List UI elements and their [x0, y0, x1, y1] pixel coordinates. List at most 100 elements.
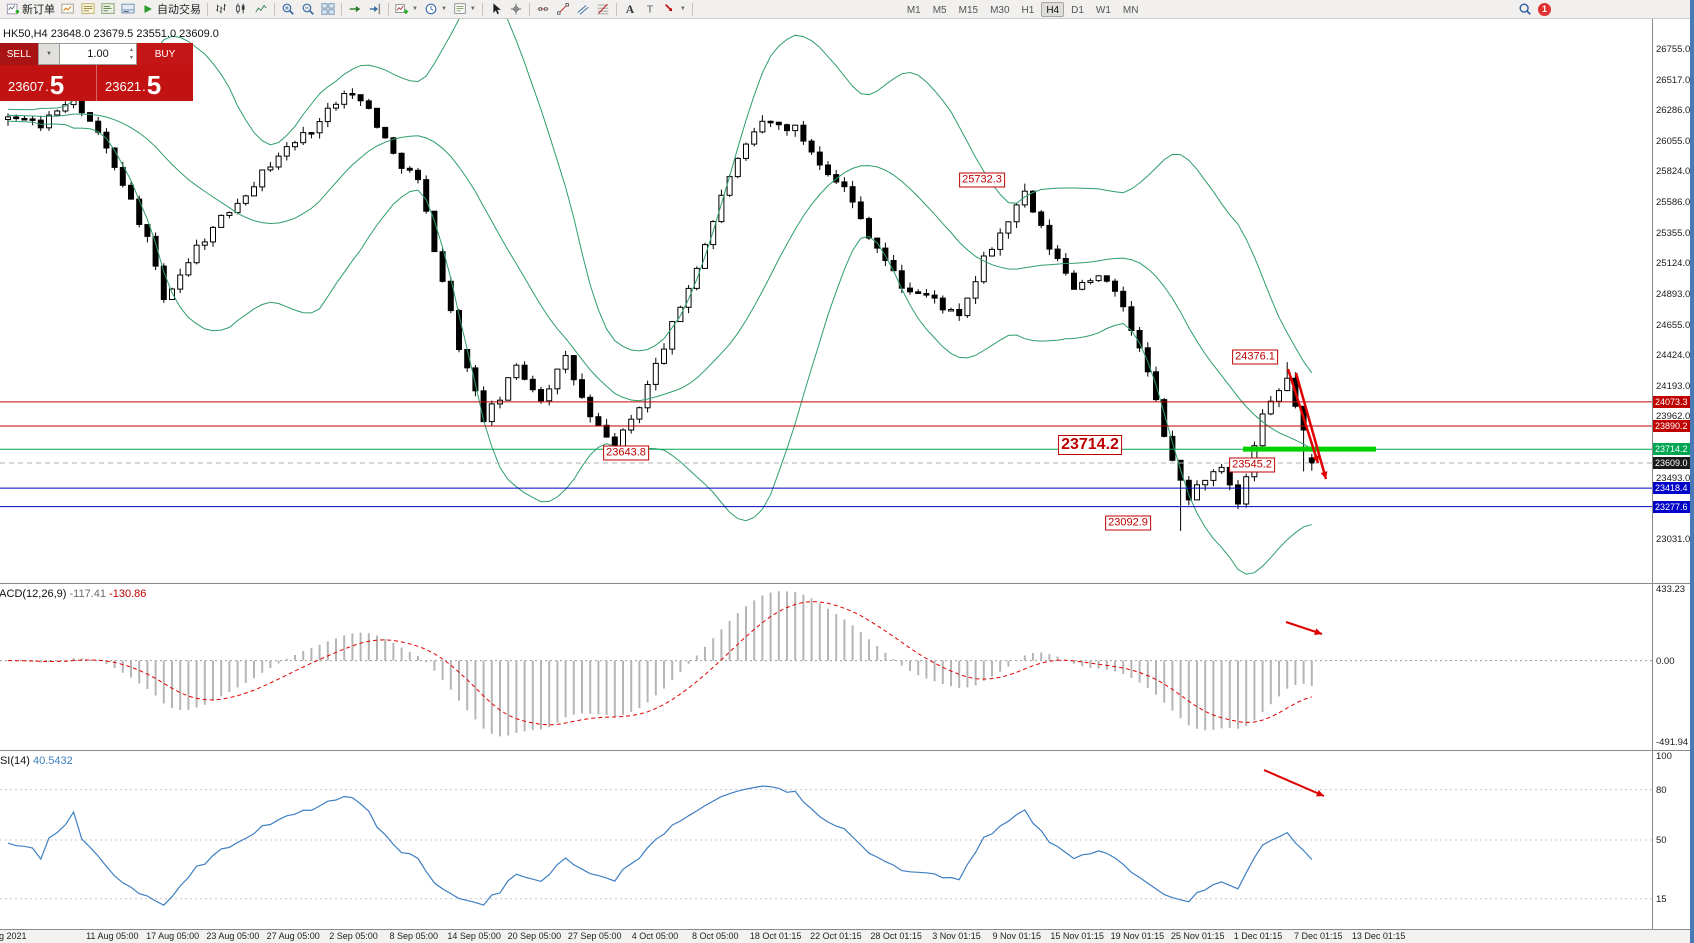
- timeframe-h1[interactable]: H1: [1021, 4, 1035, 16]
- buy-price-display[interactable]: 23621. 5: [96, 65, 193, 101]
- macd-chart[interactable]: [0, 584, 1652, 750]
- price-axis-label: 25355.0: [1656, 227, 1691, 239]
- price-axis-label: 26517.0: [1656, 74, 1691, 86]
- panel-separator[interactable]: [0, 583, 1694, 584]
- main-chart-panel[interactable]: 25732.3 24376.1 23714.2 23643.8 23545.2 23092…: [0, 19, 1652, 583]
- timeframe-d1[interactable]: D1: [1071, 4, 1084, 16]
- auto-trading-button[interactable]: 自动交易: [138, 1, 204, 18]
- price-label-23714.2[interactable]: 23714.2: [1058, 435, 1122, 455]
- bollinger-upper: [7, 19, 1313, 374]
- price-label-23092.9[interactable]: 23092.9: [1105, 515, 1151, 531]
- toolbar-separator: [691, 2, 693, 16]
- macd-main-value: -117.41: [69, 588, 106, 600]
- new-order-button[interactable]: 新订单: [3, 1, 58, 18]
- channel-icon: [576, 2, 590, 16]
- caret-down-icon: ▼: [679, 6, 686, 12]
- search-icon[interactable]: [1518, 2, 1532, 16]
- volume-stepper[interactable]: ▲ ▼: [129, 46, 134, 62]
- template-icon: [453, 2, 467, 16]
- time-label: Aug 2021: [0, 931, 27, 941]
- timeframe-m15[interactable]: M15: [958, 4, 979, 16]
- horizontal-line-button[interactable]: [533, 1, 553, 18]
- timeframe-m1[interactable]: M1: [906, 4, 921, 16]
- line-chart-button[interactable]: [251, 1, 271, 18]
- channel-button[interactable]: [573, 1, 593, 18]
- text-button[interactable]: A: [620, 1, 640, 18]
- candle-chart-button[interactable]: [231, 1, 251, 18]
- crosshair-button[interactable]: [506, 1, 526, 18]
- rsi-axis-label: 100: [1656, 751, 1672, 762]
- zoom-in-button[interactable]: [278, 1, 298, 18]
- time-label: 1 Dec 01:15: [1233, 931, 1283, 941]
- stepper-up-icon[interactable]: ▲: [129, 47, 134, 53]
- template-button[interactable]: ▼: [450, 1, 479, 18]
- rsi-line: [7, 785, 1313, 906]
- macd-panel[interactable]: MACD(12,26,9) -117.41 -130.86: [0, 584, 1652, 750]
- panel-separator[interactable]: [0, 750, 1694, 751]
- price-label-23643.8[interactable]: 23643.8: [603, 445, 649, 461]
- charts-icon: [61, 2, 75, 16]
- tile-windows-icon: [321, 2, 335, 16]
- stepper-down-icon[interactable]: ▼: [129, 55, 134, 61]
- price-tag-24073.3: 24073.3: [1653, 395, 1694, 408]
- time-label: 15 Nov 01:15: [1050, 931, 1104, 941]
- price-axis: 24073.3 23890.2 23714.2 23609.0 23418.4 23277…: [1652, 19, 1694, 930]
- toolbar: 新订单 自动交易 ▼ ▼ ▼ A T ▼ M1 M5 M15 M30 H1 H4 D1 W1 MN 1: [0, 0, 1694, 19]
- tile-windows-button[interactable]: [318, 1, 338, 18]
- svg-text:A: A: [626, 4, 635, 16]
- new-order-icon: [6, 2, 20, 16]
- notification-badge[interactable]: 1: [1538, 2, 1551, 16]
- rsi-name: RSI(14): [0, 755, 30, 767]
- symbol-period: HK50,H4: [3, 28, 48, 40]
- arrows-button[interactable]: ▼: [660, 1, 689, 18]
- fibonacci-button[interactable]: [593, 1, 613, 18]
- volume-input[interactable]: 1.00 ▲ ▼: [60, 43, 137, 65]
- sell-price-display[interactable]: 23607. 5: [8, 70, 65, 100]
- hline-icon: [536, 2, 550, 16]
- auto-scroll-button[interactable]: [345, 1, 365, 18]
- time-label: 14 Sep 05:00: [447, 931, 501, 941]
- price-label-24376.1[interactable]: 24376.1: [1232, 349, 1278, 365]
- price-axis-label: 23493.0: [1656, 472, 1691, 484]
- new-chart-button[interactable]: ▼: [392, 1, 421, 18]
- chart-shift-button[interactable]: [365, 1, 385, 18]
- price-axis-label: 25824.0: [1656, 166, 1691, 178]
- sell-button[interactable]: SELL: [0, 43, 38, 65]
- market-watch-button[interactable]: [78, 1, 98, 18]
- zoom-out-button[interactable]: [298, 1, 318, 18]
- sell-price-main: 23607: [8, 79, 45, 94]
- order-type-dropdown[interactable]: ▼: [38, 43, 60, 65]
- navigator-button[interactable]: [98, 1, 118, 18]
- rsi-chart[interactable]: [0, 751, 1652, 929]
- caret-down-icon: ▼: [412, 6, 418, 12]
- cursor-button[interactable]: [486, 1, 506, 18]
- bar-chart-button[interactable]: [211, 1, 231, 18]
- timeframe-w1[interactable]: W1: [1095, 4, 1111, 16]
- terminal-button[interactable]: [118, 1, 138, 18]
- timeframe-h4[interactable]: H4: [1041, 1, 1065, 17]
- time-label: 28 Oct 01:15: [870, 931, 922, 941]
- new-order-button-label: 新订单: [22, 4, 55, 16]
- price-label-25732.3[interactable]: 25732.3: [959, 172, 1005, 188]
- crosshair-icon: [509, 2, 523, 16]
- label-icon: T: [643, 2, 657, 16]
- auto-trading-button-label: 自动交易: [157, 4, 201, 16]
- buy-button[interactable]: BUY: [137, 43, 193, 65]
- price-axis-label: 26755.0: [1656, 43, 1691, 55]
- rsi-panel[interactable]: RSI(14) 40.5432: [0, 751, 1652, 929]
- price-chart[interactable]: [0, 19, 1652, 583]
- price-label-23545.2[interactable]: 23545.2: [1229, 457, 1275, 473]
- bar-chart-icon: [214, 2, 228, 16]
- text-label-button[interactable]: T: [640, 1, 660, 18]
- timeframe-m30[interactable]: M30: [990, 4, 1010, 16]
- timeframe-m5[interactable]: M5: [932, 4, 947, 16]
- caret-down-icon: ▼: [46, 51, 52, 57]
- time-label: 11 Aug 05:00: [86, 931, 139, 941]
- candle-chart-icon: [234, 2, 248, 16]
- price-axis-label: 24893.0: [1656, 288, 1691, 300]
- trendline-button[interactable]: [553, 1, 573, 18]
- timeframe-mn[interactable]: MN: [1122, 4, 1139, 16]
- macd-signal-value: -130.86: [109, 588, 147, 600]
- charts-button[interactable]: [58, 1, 78, 18]
- period-button[interactable]: ▼: [421, 1, 450, 18]
